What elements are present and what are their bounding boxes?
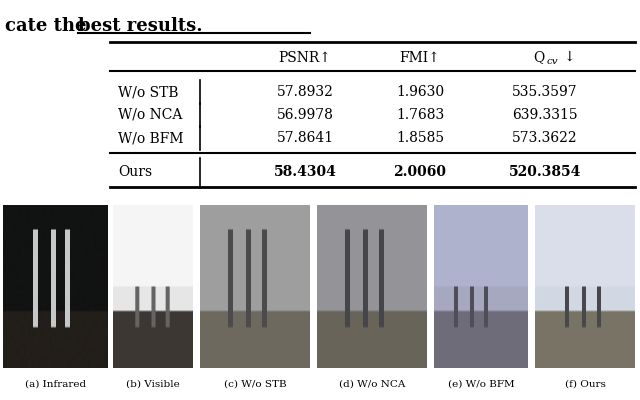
Text: 56.9978: 56.9978 bbox=[276, 108, 333, 122]
Text: ↓: ↓ bbox=[563, 50, 575, 64]
Text: cv: cv bbox=[547, 56, 559, 66]
Text: 58.4304: 58.4304 bbox=[273, 165, 337, 179]
Text: 57.8932: 57.8932 bbox=[276, 85, 333, 99]
Text: Ours: Ours bbox=[118, 165, 152, 179]
Text: (b) Visible: (b) Visible bbox=[125, 380, 179, 389]
Text: PSNR↑: PSNR↑ bbox=[278, 51, 332, 65]
Text: W/o BFM: W/o BFM bbox=[118, 131, 184, 145]
Text: 535.3597: 535.3597 bbox=[512, 85, 578, 99]
Text: (c) W/o STB: (c) W/o STB bbox=[224, 380, 286, 389]
Text: 639.3315: 639.3315 bbox=[512, 108, 578, 122]
Text: W/o STB: W/o STB bbox=[118, 85, 179, 99]
Text: 57.8641: 57.8641 bbox=[276, 131, 333, 145]
Text: 1.8585: 1.8585 bbox=[396, 131, 444, 145]
Text: (d) W/o NCA: (d) W/o NCA bbox=[339, 380, 405, 389]
Text: 1.7683: 1.7683 bbox=[396, 108, 444, 122]
Text: best results.: best results. bbox=[78, 17, 203, 35]
Text: cate the: cate the bbox=[5, 17, 93, 35]
Text: W/o NCA: W/o NCA bbox=[118, 108, 182, 122]
Text: FMI↑: FMI↑ bbox=[399, 51, 440, 65]
Text: 573.3622: 573.3622 bbox=[512, 131, 578, 145]
Text: (e) W/o BFM: (e) W/o BFM bbox=[448, 380, 515, 389]
Text: 1.9630: 1.9630 bbox=[396, 85, 444, 99]
Text: Q: Q bbox=[533, 50, 544, 64]
Text: 520.3854: 520.3854 bbox=[509, 165, 581, 179]
Text: 2.0060: 2.0060 bbox=[394, 165, 447, 179]
Text: (a) Infrared: (a) Infrared bbox=[25, 380, 86, 389]
Text: (f) Ours: (f) Ours bbox=[564, 380, 605, 389]
